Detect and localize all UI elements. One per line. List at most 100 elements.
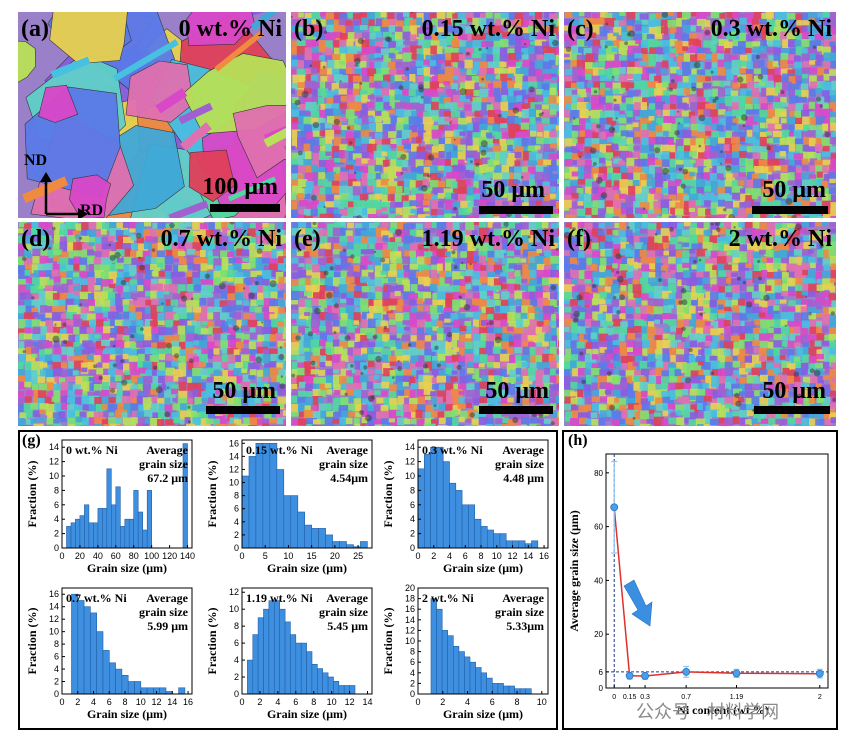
x-axis-label: Grain size (μm) (87, 707, 167, 721)
histogram-bar (252, 634, 259, 695)
plot-frame (241, 439, 373, 549)
y-axis-label: Average grain size (μm) (567, 510, 581, 632)
histogram-bar (486, 677, 493, 695)
y-tick-label: 80 (594, 469, 603, 478)
x-tick-label: 0 (59, 697, 64, 707)
x-tick-label: 10 (283, 551, 293, 561)
y-tick-label: 10 (49, 627, 59, 637)
histogram-bar (97, 508, 103, 549)
histogram-bar (430, 446, 438, 549)
histogram-bar (449, 482, 457, 549)
histogram-bar (84, 504, 90, 549)
histogram-bar (274, 600, 281, 695)
histogram-bar (70, 522, 76, 549)
x-tick-label: 14 (363, 697, 373, 707)
histogram-bar (306, 651, 313, 695)
average-grain-size-annotation: grain size (319, 457, 369, 471)
histogram-bar (90, 612, 98, 695)
histogram-bar (248, 456, 257, 549)
plot-frame (241, 587, 373, 695)
x-tick-label: 2 (257, 697, 262, 707)
x-tick-label: 20 (75, 551, 85, 561)
histogram-title: 1.19 wt.% Ni (246, 591, 313, 605)
histogram-2-ni: 0 2 4 6 8 10 0 2 4 6 8 10 12 14 16 18 20 Grain size (μm) F… (376, 580, 556, 728)
y-tick-label: 8 (410, 647, 415, 657)
y-tick-label: 14 (49, 442, 59, 452)
histogram-title: 2 wt.% Ni (422, 591, 474, 605)
y-tick-label: 16 (405, 604, 415, 614)
histogram-bar (102, 650, 110, 695)
x-axis-label: Grain size (μm) (443, 561, 523, 575)
ebsd-map-c-image (564, 12, 836, 218)
average-grain-size-annotation: 67.2 μm (147, 471, 188, 485)
histogram-bar (109, 662, 116, 695)
y-tick-label: 8 (410, 485, 415, 495)
x-tick-label: 0 (239, 551, 244, 561)
histogram-bar (140, 687, 148, 695)
histogram-bar (322, 672, 329, 695)
panel-title: 0.15 wt.% Ni (421, 16, 555, 42)
histogram-bar (268, 600, 275, 695)
x-tick-label: 0.7 (681, 694, 691, 701)
histogram-bar (417, 468, 425, 549)
y-tick-label: 12 (405, 457, 415, 467)
scale-bar-label: 50 μm (762, 177, 826, 203)
histogram-bar (124, 518, 130, 549)
histogram-bar (255, 443, 264, 549)
scale-bar (479, 406, 553, 414)
y-tick-label: 8 (54, 639, 59, 649)
y-tick-label: 6 (54, 652, 59, 662)
y-tick-label: 2 (234, 672, 239, 682)
scale-bar-label: 50 μm (762, 378, 826, 404)
histogram-title: 0.15 wt.% Ni (246, 443, 313, 457)
average-grain-size-annotation: 5.45 μm (327, 619, 368, 633)
average-grain-size-annotation: grain size (319, 605, 369, 619)
histogram-bar (137, 511, 143, 549)
histogram-bar (503, 685, 510, 695)
x-tick-label: 4 (275, 697, 280, 707)
x-tick-label: 8 (311, 697, 316, 707)
panel-label-g: (g) (22, 432, 41, 449)
y-tick-label: 0 (54, 543, 59, 553)
x-tick-label: 8 (123, 697, 128, 707)
scale-bar (206, 406, 280, 414)
panel-title: 0.7 wt.% Ni (160, 226, 282, 252)
average-grain-size-annotation: Average (502, 443, 544, 457)
histogram-bar (146, 687, 154, 695)
y-tick-label: 12 (49, 614, 59, 624)
ebsd-map-e: (e) 1.19 wt.% Ni 50 μm (291, 222, 559, 426)
histogram-svg: 0 20 40 60 80 100 120 140 0 2 4 6 8 10 12 14 Grain size … (25, 439, 195, 575)
panel-label: (a) (21, 16, 49, 42)
y-axis-label: Fraction (%) (205, 461, 219, 528)
average-grain-size-annotation: grain size (139, 605, 189, 619)
average-grain-size-annotation: 4.48 μm (503, 471, 544, 485)
histogram-bar (263, 608, 270, 695)
histogram-bar (247, 659, 254, 695)
scale-bar (752, 206, 828, 214)
x-tick-label: 4 (447, 551, 452, 561)
y-tick-label: 4 (54, 664, 59, 674)
y-tick-label: 2 (410, 529, 415, 539)
histogram-bar (133, 490, 139, 549)
y-tick-label: 4 (410, 668, 415, 678)
histogram-bar (311, 664, 318, 695)
y-tick-label: 14 (49, 602, 59, 612)
plot-frame (605, 453, 829, 689)
y-axis-label: Fraction (%) (381, 608, 395, 675)
y-tick-label: 2 (410, 678, 415, 688)
ebsd-map-e-image (291, 222, 559, 426)
histogram-panel-g (18, 430, 558, 730)
histogram-bar (120, 526, 126, 549)
ebsd-map-b: (b) 0.15 wt.% Ni 50 μm (291, 12, 559, 218)
histogram-bar (257, 617, 264, 695)
histogram-title: 0.7 wt.% Ni (66, 591, 127, 605)
histogram-bar (505, 540, 513, 549)
x-tick-label: 4 (465, 697, 470, 707)
x-tick-label: 6 (107, 697, 112, 707)
panel-label: (b) (294, 16, 324, 42)
panel-title: 0.3 wt.% Ni (710, 16, 832, 42)
histogram-bar (276, 469, 285, 549)
y-tick-label: 6 (54, 500, 59, 510)
x-tick-label: 140 (180, 551, 195, 561)
